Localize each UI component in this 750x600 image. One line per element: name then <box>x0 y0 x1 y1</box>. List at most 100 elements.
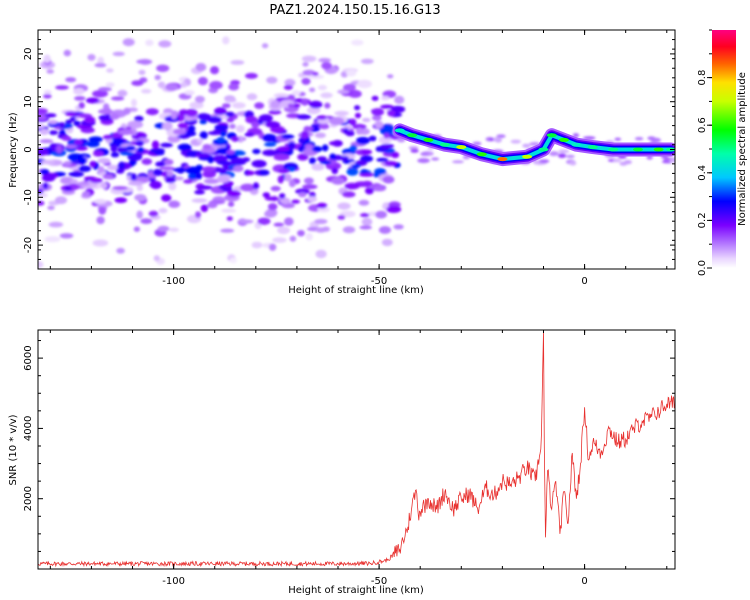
spectrogram-blob <box>301 77 311 85</box>
spectrogram-blob <box>160 142 173 148</box>
spectrogram-blob <box>277 226 291 235</box>
spectrogram-blob <box>141 158 153 165</box>
spectrogram-blob <box>371 115 382 121</box>
spectrogram-blob <box>127 181 144 186</box>
spectrogram-blob <box>93 199 107 204</box>
spectrogram-blob <box>284 217 294 226</box>
spectrogram-blob <box>251 121 260 128</box>
spectrogram-blob <box>314 218 328 225</box>
spectrogram-blob <box>59 233 74 239</box>
spectrogram-blob <box>251 241 263 249</box>
spectrogram-blob <box>383 133 390 139</box>
spectrogram-ridge-peak <box>571 142 582 147</box>
spectrogram-blob <box>245 72 258 79</box>
spectrogram-blob <box>134 194 147 202</box>
spectrogram-blob <box>105 82 115 88</box>
spectrogram-blob <box>376 157 389 162</box>
spectrogram-y-axis-label: Frequency (Hz) <box>8 112 19 188</box>
spectrogram-blob <box>238 219 254 224</box>
spectrogram-blob <box>334 110 349 116</box>
spectrogram-blob <box>292 103 301 108</box>
spectrogram-blob <box>410 148 419 153</box>
spectrogram-blob <box>344 182 360 190</box>
spectrogram-blob <box>169 227 179 232</box>
spectrogram-blob <box>185 131 197 137</box>
spectrogram-blob <box>314 132 326 139</box>
spectrogram-blob <box>298 192 307 198</box>
spectrogram-blob <box>38 188 44 195</box>
spectrogram-blob <box>75 146 88 151</box>
spectrogram-blob <box>38 200 45 206</box>
spectrogram-blob <box>68 171 84 178</box>
spectrogram-blob <box>220 130 227 137</box>
spectrogram-blob <box>342 191 356 198</box>
spectrogram-blob <box>558 153 567 158</box>
spectrogram-blob <box>393 224 404 230</box>
spectrogram-blob <box>320 92 333 99</box>
spectrogram-blob <box>345 130 355 137</box>
spectrogram-blob <box>96 216 105 225</box>
spectrogram-blob <box>200 204 209 213</box>
spectrogram-blob <box>54 196 68 205</box>
spectrogram-blob <box>134 115 144 122</box>
spectrogram-blob <box>375 210 387 219</box>
spectrogram-blob <box>98 87 112 92</box>
spectrogram-blob <box>420 152 429 156</box>
spectrogram-blob <box>64 111 78 116</box>
spectrogram-blob <box>41 174 56 182</box>
spectrogram-blob <box>203 178 220 184</box>
spectrogram-blob <box>302 184 318 190</box>
spectrogram-blob <box>228 83 240 91</box>
spectrogram-blob <box>231 136 240 142</box>
spectrogram-blob <box>287 141 296 150</box>
spectrogram-blob <box>291 90 301 96</box>
spectrogram-blob <box>110 145 118 153</box>
spectrogram-blob <box>317 156 327 162</box>
spectrogram-ridge-peak <box>497 157 508 162</box>
snr-plot-area <box>38 330 675 569</box>
spectrogram-ridge-peak <box>608 147 619 152</box>
x-tick-label: 0 <box>581 576 587 587</box>
spectrogram-blob <box>127 120 144 129</box>
spectrogram-blob <box>371 95 379 101</box>
spectrogram-blob <box>354 105 361 111</box>
spectrogram-blob <box>222 36 230 45</box>
spectrogram-blob <box>98 166 105 173</box>
spectrogram-blob <box>236 125 245 133</box>
spectrogram-blob <box>166 170 174 178</box>
spectrogram-blob <box>136 210 143 219</box>
spectrogram-blob <box>373 185 386 192</box>
spectrogram-blob <box>270 125 285 134</box>
spectrogram-blob <box>452 160 464 164</box>
spectrogram-blob <box>380 143 395 149</box>
spectrogram-blob <box>58 122 66 129</box>
spectrogram-blob <box>199 131 208 140</box>
spectrogram-blob <box>89 160 97 168</box>
spectrogram-blob <box>272 237 287 243</box>
spectrogram-blob <box>351 39 364 46</box>
spectrogram-blob <box>165 83 179 91</box>
spectrogram-blob <box>97 158 111 164</box>
spectrogram-blob <box>386 205 402 213</box>
spectrogram-blob <box>209 81 223 90</box>
spectrogram-blob <box>224 97 237 103</box>
spectrogram-blob <box>92 90 108 98</box>
spectrogram-blob <box>123 107 131 115</box>
spectrogram-blob <box>125 145 136 151</box>
spectrogram-blob <box>346 168 359 176</box>
spectrogram-blob <box>195 62 207 72</box>
spectrogram-blob <box>246 93 258 101</box>
spectrogram-blob <box>227 190 241 198</box>
spectrogram-blob <box>291 199 300 204</box>
spectrogram-blob <box>168 200 181 208</box>
spectrogram-blob <box>348 118 357 126</box>
spectrogram-blob <box>185 108 198 117</box>
spectrogram-blob <box>391 151 400 159</box>
spectrogram-blob <box>226 149 235 155</box>
spectrogram-blob <box>270 185 281 192</box>
spectrogram-blob <box>431 157 440 161</box>
spectrogram-blob <box>116 247 125 254</box>
spectrogram-blob <box>394 95 405 104</box>
spectrogram-blob <box>112 137 124 145</box>
y-tick-label: 6000 <box>23 345 34 370</box>
